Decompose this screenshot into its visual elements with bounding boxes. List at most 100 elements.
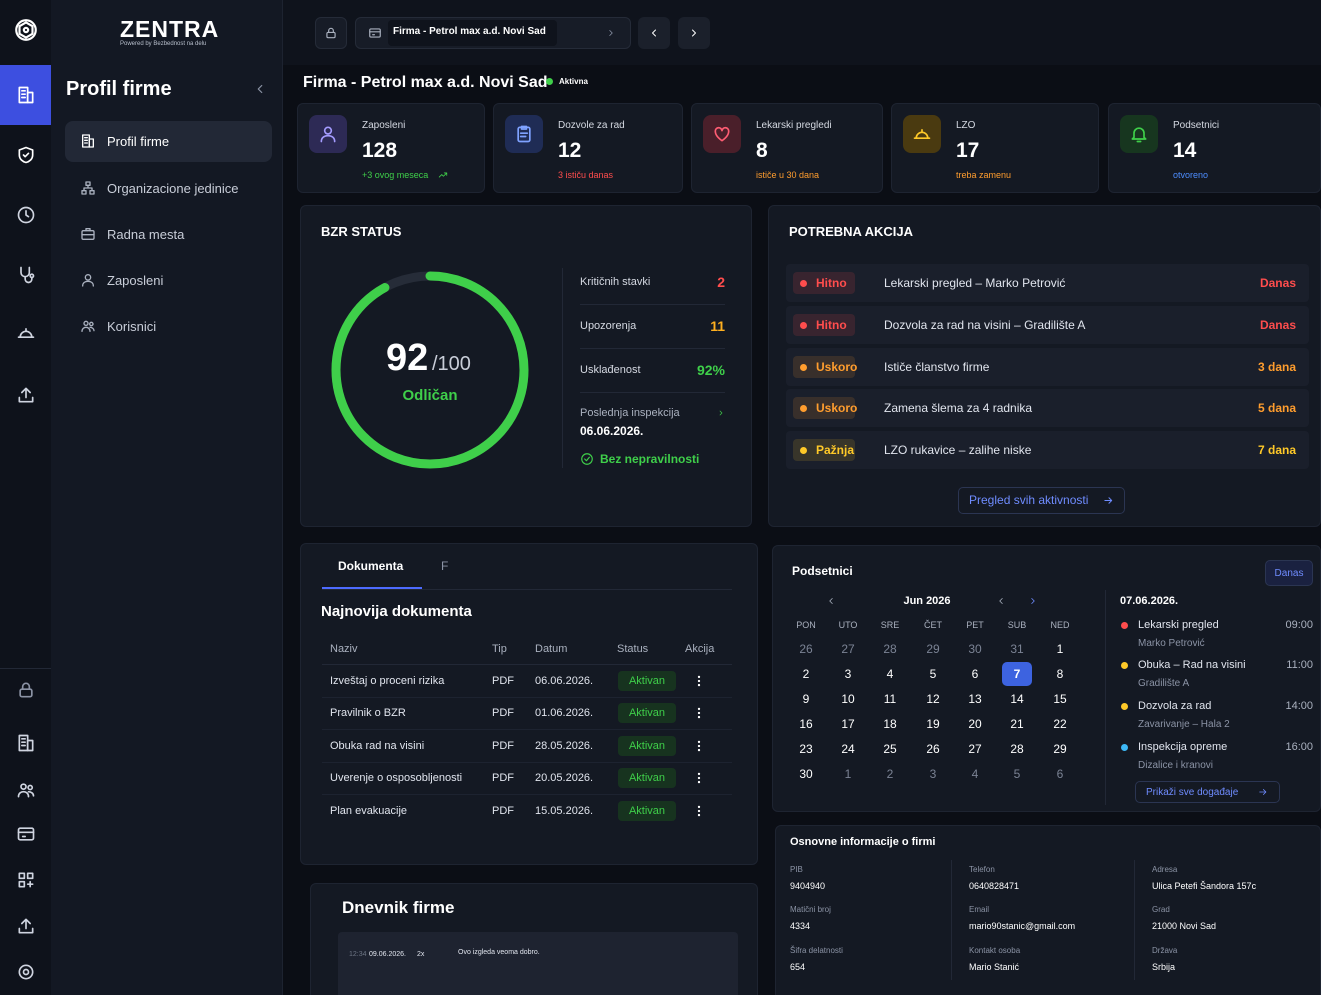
- calendar-day[interactable]: 31: [1010, 642, 1024, 656]
- all-actions-text: Pregled svih aktivnosti: [969, 493, 1089, 507]
- calendar-day[interactable]: 17: [841, 717, 855, 731]
- calendar-day[interactable]: 21: [1010, 717, 1024, 731]
- calendar-day[interactable]: 20: [968, 717, 982, 731]
- lock-button[interactable]: [315, 17, 347, 49]
- calendar-day[interactable]: 3: [844, 667, 852, 681]
- bzr-row-line: [580, 348, 725, 349]
- calendar-day[interactable]: 14: [1010, 692, 1024, 706]
- score-grade: Odličan: [402, 387, 458, 404]
- bzr-row-label: Usklađenost: [580, 364, 641, 376]
- doc-action-menu: [697, 805, 701, 817]
- priority-chip: [793, 439, 855, 461]
- nav-item[interactable]: Radna mesta: [107, 226, 185, 242]
- calendar-day[interactable]: 1: [1056, 642, 1064, 656]
- calendar-day[interactable]: 30: [799, 767, 813, 781]
- action-row[interactable]: [786, 431, 1309, 469]
- calendar-day[interactable]: 26: [926, 742, 940, 756]
- calendar-day[interactable]: 15: [1053, 692, 1067, 706]
- event-title: Obuka – Rad na visini: [1138, 659, 1246, 671]
- calendar-day[interactable]: 2: [802, 667, 810, 681]
- entry-text: Ovo izgleda veoma dobro.: [458, 948, 540, 956]
- bzr-row-label: Upozorenja: [580, 320, 637, 332]
- action-row[interactable]: [786, 264, 1309, 302]
- rail-icon: [20, 266, 35, 284]
- calendar-day[interactable]: 22: [1053, 717, 1067, 731]
- calendar-day[interactable]: 8: [1056, 667, 1064, 681]
- stat-label: Zaposleni: [362, 119, 406, 131]
- entry-date: 09.06.2026.: [369, 950, 406, 958]
- calendar-day[interactable]: 29: [1053, 742, 1067, 756]
- all-events-button[interactable]: [1135, 781, 1280, 803]
- calendar-day[interactable]: 7: [1013, 667, 1021, 681]
- calendar-day[interactable]: 29: [926, 642, 940, 656]
- calendar-day[interactable]: 23: [799, 742, 813, 756]
- field-value: 21000 Novi Sad: [1152, 921, 1217, 931]
- tab[interactable]: F: [441, 559, 449, 573]
- field-value: Srbija: [1152, 962, 1176, 972]
- calendar-day[interactable]: 16: [799, 717, 813, 731]
- calendar-day[interactable]: 5: [1013, 767, 1021, 781]
- event-dot: [1121, 743, 1128, 751]
- calendar-day[interactable]: 18: [883, 717, 897, 731]
- event-dot: [1121, 621, 1128, 629]
- calendar-day[interactable]: 28: [1010, 742, 1024, 756]
- header-line: [322, 664, 732, 665]
- breadcrumb-icon: [369, 28, 381, 38]
- calendar-day[interactable]: 25: [883, 742, 897, 756]
- doc-name: Uverenje o osposobljenosti: [330, 772, 463, 784]
- calendar-day[interactable]: 12: [926, 692, 940, 706]
- calendar-day[interactable]: 11: [883, 692, 897, 706]
- calendar-day[interactable]: 4: [971, 767, 979, 781]
- stat-label: Podsetnici: [1173, 119, 1220, 131]
- documents-title: Najnovija dokumenta: [321, 603, 472, 620]
- arrow-icon: [1103, 496, 1112, 504]
- calendar-day[interactable]: 26: [799, 642, 813, 656]
- nav-item[interactable]: Profil firme: [107, 133, 170, 149]
- next-month: [1031, 598, 1035, 604]
- status-text: Aktivna: [559, 77, 588, 86]
- calendar-day[interactable]: 6: [971, 667, 979, 681]
- calendar-day[interactable]: 5: [929, 667, 937, 681]
- today-button[interactable]: [1265, 560, 1313, 586]
- event-time: 14:00: [1285, 700, 1313, 712]
- calendar-day[interactable]: 3: [929, 767, 937, 781]
- weekday: PET: [966, 620, 984, 630]
- calendar-day[interactable]: 19: [926, 717, 940, 731]
- event-sub: Gradilište A: [1138, 677, 1190, 689]
- stat-icon: [1131, 127, 1147, 143]
- calendar-day[interactable]: 10: [841, 692, 855, 706]
- calendar-day[interactable]: 4: [886, 667, 894, 681]
- rail-icon: [18, 872, 34, 888]
- page-title: Firma - Petrol max a.d. Novi Sad: [303, 73, 548, 91]
- calendar-day[interactable]: 30: [968, 642, 982, 656]
- action-row[interactable]: [786, 348, 1309, 386]
- reminders-title: Podsetnici: [792, 564, 853, 578]
- priority-label: Pažnja: [816, 443, 855, 457]
- forward-button[interactable]: [678, 17, 710, 49]
- rail-icon: [17, 206, 35, 224]
- all-actions-button[interactable]: [958, 487, 1125, 514]
- stat-icon-box: [1120, 115, 1158, 153]
- calendar-day[interactable]: 27: [968, 742, 982, 756]
- calendar-day[interactable]: 9: [802, 692, 810, 706]
- priority-dot: [800, 404, 807, 412]
- tab[interactable]: Dokumenta: [338, 559, 404, 573]
- nav-item[interactable]: Organizacione jedinice: [107, 180, 239, 196]
- column-header: Naziv: [330, 643, 358, 655]
- calendar-day[interactable]: 2: [886, 767, 894, 781]
- action-row[interactable]: [786, 389, 1309, 427]
- field-label: PIB: [790, 865, 803, 874]
- stat-value: 14: [1173, 138, 1197, 162]
- company-title: Osnovne informacije o firmi: [790, 836, 936, 848]
- calendar-day[interactable]: 1: [844, 767, 852, 781]
- back-button[interactable]: [638, 17, 670, 49]
- nav-item[interactable]: Korisnici: [107, 318, 157, 334]
- action-row[interactable]: [786, 306, 1309, 344]
- weekday: SRE: [880, 620, 900, 630]
- nav-item[interactable]: Zaposleni: [107, 272, 164, 288]
- calendar-day[interactable]: 28: [883, 642, 897, 656]
- calendar-day[interactable]: 27: [841, 642, 855, 656]
- calendar-day[interactable]: 24: [841, 742, 855, 756]
- calendar-day[interactable]: 6: [1056, 767, 1064, 781]
- calendar-day[interactable]: 13: [968, 692, 982, 706]
